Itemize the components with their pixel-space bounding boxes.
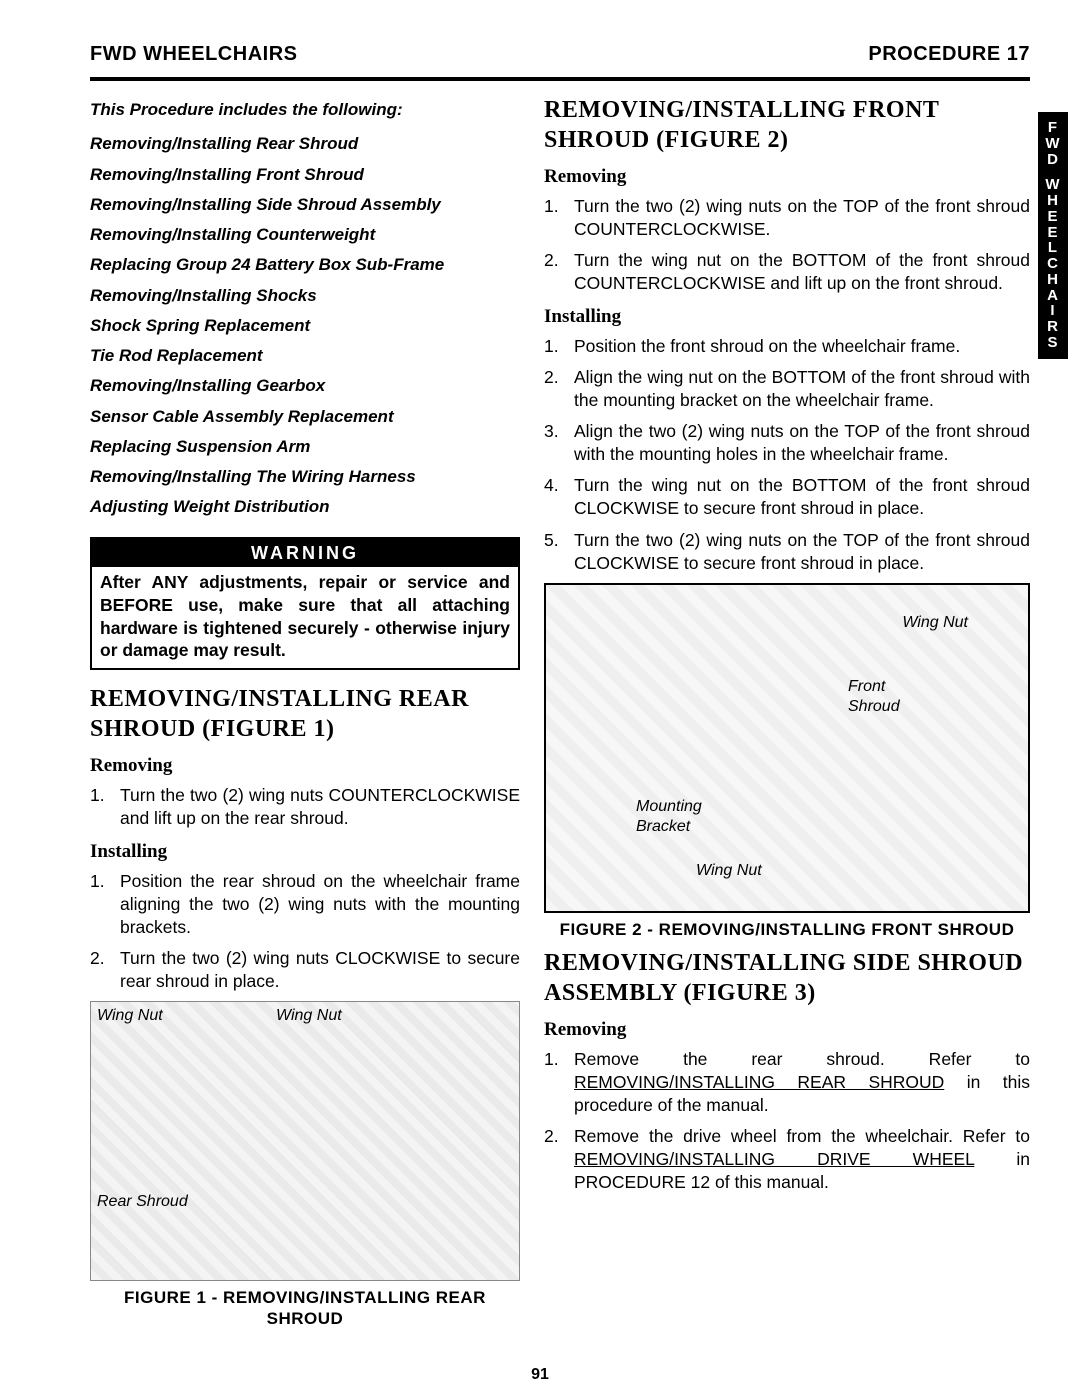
rear-installing-heading: Installing [90,840,520,864]
list-item: Turn the wing nut on the BOTTOM of the f… [544,474,1030,520]
front-installing-steps: Position the front shroud on the wheelch… [544,335,1030,575]
toc-item: Removing/Installing Counterweight [90,220,520,250]
list-item: Turn the two (2) wing nuts CLOCKWISE to … [90,947,520,993]
list-item: Turn the wing nut on the BOTTOM of the f… [544,249,1030,295]
rear-removing-steps: Turn the two (2) wing nuts COUNTERCLOCKW… [90,784,520,830]
side-tab-line2: WHEELCHAIRS [1038,177,1068,350]
front-installing-heading: Installing [544,305,1030,329]
rear-shroud-title: REMOVING/INSTALLING REAR SHROUD (FIGURE … [90,684,520,744]
side-removing-steps: Remove the rear shroud. Refer to REMOVIN… [544,1048,1030,1195]
toc-item: Shock Spring Replacement [90,311,520,341]
toc-item: Sensor Cable Assembly Replacement [90,402,520,432]
side-tab: FWD WHEELCHAIRS [1038,112,1068,359]
toc-item: Removing/Installing Side Shroud Assembly [90,190,520,220]
warning-title: WARNING [92,539,518,568]
fig2-label-front-shroud: Front Shroud [848,677,918,717]
figure-1-caption: FIGURE 1 - REMOVING/INSTALLING REAR SHRO… [90,1287,520,1330]
step-link: REMOVING/INSTALLING DRIVE WHEEL [574,1149,974,1169]
toc-item: Replacing Suspension Arm [90,432,520,462]
fig2-label-mounting-bracket: Mounting Bracket [636,797,716,837]
step-link: REMOVING/INSTALLING REAR SHROUD [574,1072,944,1092]
page-number: 91 [0,1365,1080,1385]
figure-2: Wing Nut Front Shroud Mounting Bracket W… [544,583,1030,913]
fig1-label-wingnut-right: Wing Nut [276,1006,342,1026]
header-right: Procedure 17 [868,42,1030,67]
toc-heading: This Procedure includes the following: [90,95,520,125]
side-removing-heading: Removing [544,1018,1030,1042]
figure-2-caption: FIGURE 2 - REMOVING/INSTALLING FRONT SHR… [544,919,1030,940]
fig1-label-wingnut-left: Wing Nut [97,1006,163,1026]
toc-item: Removing/Installing Front Shroud [90,160,520,190]
toc-item: Replacing Group 24 Battery Box Sub-Frame [90,250,520,280]
fig2-label-wingnut-top: Wing Nut [902,613,968,633]
toc-item: Removing/Installing Shocks [90,281,520,311]
header-left: Fwd Wheelchairs [90,42,297,67]
warning-body: After ANY adjustments, repair or service… [92,567,518,668]
side-tab-line1: FWD [1038,120,1068,167]
procedure-toc: This Procedure includes the following: R… [90,95,520,523]
toc-item: Tie Rod Replacement [90,341,520,371]
rear-installing-steps: Position the rear shroud on the wheelcha… [90,870,520,993]
toc-item: Removing/Installing The Wiring Harness [90,462,520,492]
front-shroud-title: REMOVING/INSTALLING FRONT SHROUD (FIGURE… [544,95,1030,155]
warning-box: WARNING After ANY adjustments, repair or… [90,537,520,671]
rear-removing-heading: Removing [90,754,520,778]
side-shroud-title: REMOVING/INSTALLING SIDE SHROUD ASSEMBLY… [544,948,1030,1008]
front-removing-steps: Turn the two (2) wing nuts on the TOP of… [544,195,1030,295]
step-text: Remove the rear shroud. Refer to [574,1049,1030,1069]
list-item: Remove the rear shroud. Refer to REMOVIN… [544,1048,1030,1117]
list-item: Align the wing nut on the BOTTOM of the … [544,366,1030,412]
toc-item: Removing/Installing Gearbox [90,371,520,401]
list-item: Turn the two (2) wing nuts COUNTERCLOCKW… [90,784,520,830]
fig1-label-rear-shroud: Rear Shroud [97,1192,188,1212]
front-removing-heading: Removing [544,165,1030,189]
list-item: Position the front shroud on the wheelch… [544,335,1030,358]
fig2-label-wingnut-bottom: Wing Nut [696,861,762,881]
list-item: Turn the two (2) wing nuts on the TOP of… [544,195,1030,241]
figure-1: Wing Nut Wing Nut Rear Shroud [90,1001,520,1281]
header-rule [90,77,1030,81]
list-item: Position the rear shroud on the wheelcha… [90,870,520,939]
list-item: Align the two (2) wing nuts on the TOP o… [544,420,1030,466]
list-item: Remove the drive wheel from the wheelcha… [544,1125,1030,1194]
list-item: Turn the two (2) wing nuts on the TOP of… [544,529,1030,575]
toc-item: Adjusting Weight Distribution [90,492,520,522]
toc-item: Removing/Installing Rear Shroud [90,129,520,159]
step-text: Remove the drive wheel from the wheelcha… [574,1126,1030,1146]
